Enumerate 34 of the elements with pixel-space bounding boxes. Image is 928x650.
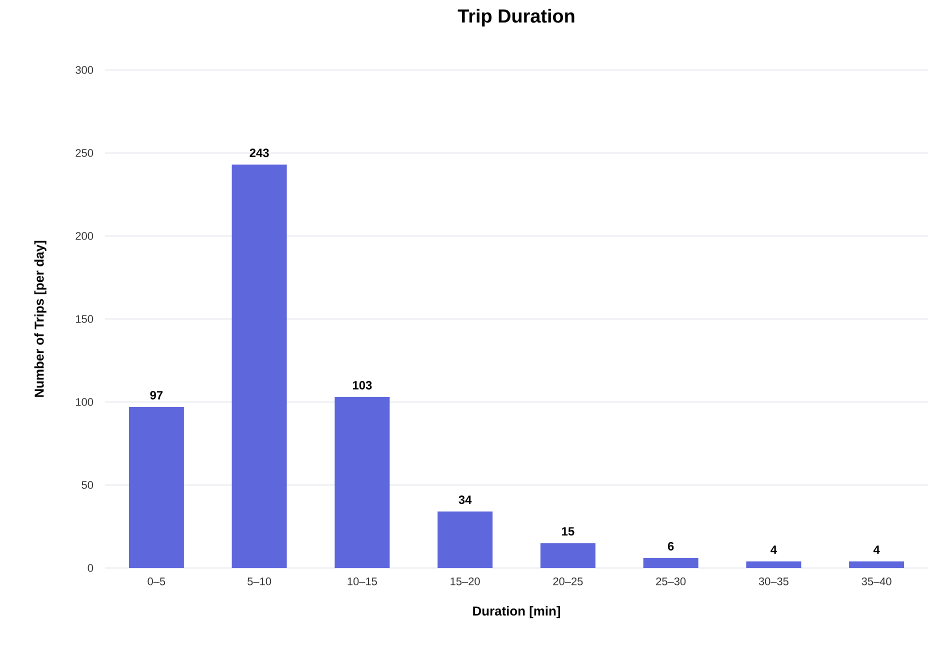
data-label: 4 — [873, 546, 880, 554]
y-tick-label: 250 — [76, 149, 94, 157]
x-tick-label: 30–35 — [758, 578, 788, 586]
bar — [849, 561, 904, 568]
y-tick-label: 200 — [76, 232, 94, 240]
data-label: 103 — [352, 381, 372, 390]
x-tick-label: 25–30 — [656, 578, 686, 586]
bar — [438, 512, 493, 568]
y-tick-label: 50 — [82, 481, 94, 489]
y-tick-label: 300 — [76, 66, 94, 74]
data-label: 243 — [250, 148, 269, 158]
x-tick-label: 35–40 — [862, 578, 892, 586]
data-label: 97 — [150, 390, 163, 400]
data-label: 4 — [770, 546, 777, 554]
x-tick-label: 15–20 — [450, 578, 480, 586]
y-tick-label: 150 — [76, 315, 94, 323]
y-tick-label: 100 — [76, 398, 94, 406]
bar — [540, 543, 596, 568]
bar — [746, 561, 802, 568]
x-tick-label: 5–10 — [248, 578, 272, 586]
x-axis-title: Duration [min] — [473, 606, 560, 618]
bar — [232, 164, 287, 568]
data-label: 6 — [668, 542, 674, 550]
data-label: 15 — [562, 527, 574, 536]
y-axis-title: Number of Trips [per day] — [34, 240, 46, 397]
y-tick-label: 0 — [88, 564, 94, 572]
bar — [334, 397, 390, 568]
x-tick-label: 20–25 — [553, 578, 583, 586]
x-tick-label: 10–15 — [348, 578, 377, 586]
x-tick-label: 0–5 — [148, 578, 166, 586]
data-label: 34 — [458, 496, 472, 504]
bar — [643, 558, 698, 568]
bar — [128, 406, 184, 568]
chart-title: Trip Duration — [458, 8, 574, 26]
